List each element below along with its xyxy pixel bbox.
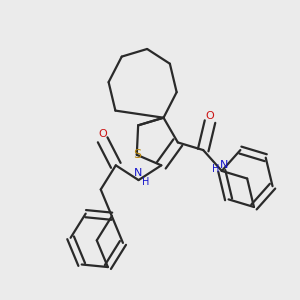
Text: H: H [142, 178, 150, 188]
Text: N: N [134, 168, 143, 178]
Text: O: O [206, 111, 214, 121]
Text: N: N [220, 160, 228, 170]
Text: S: S [133, 148, 141, 161]
Text: O: O [98, 129, 107, 139]
Text: H: H [212, 164, 220, 174]
